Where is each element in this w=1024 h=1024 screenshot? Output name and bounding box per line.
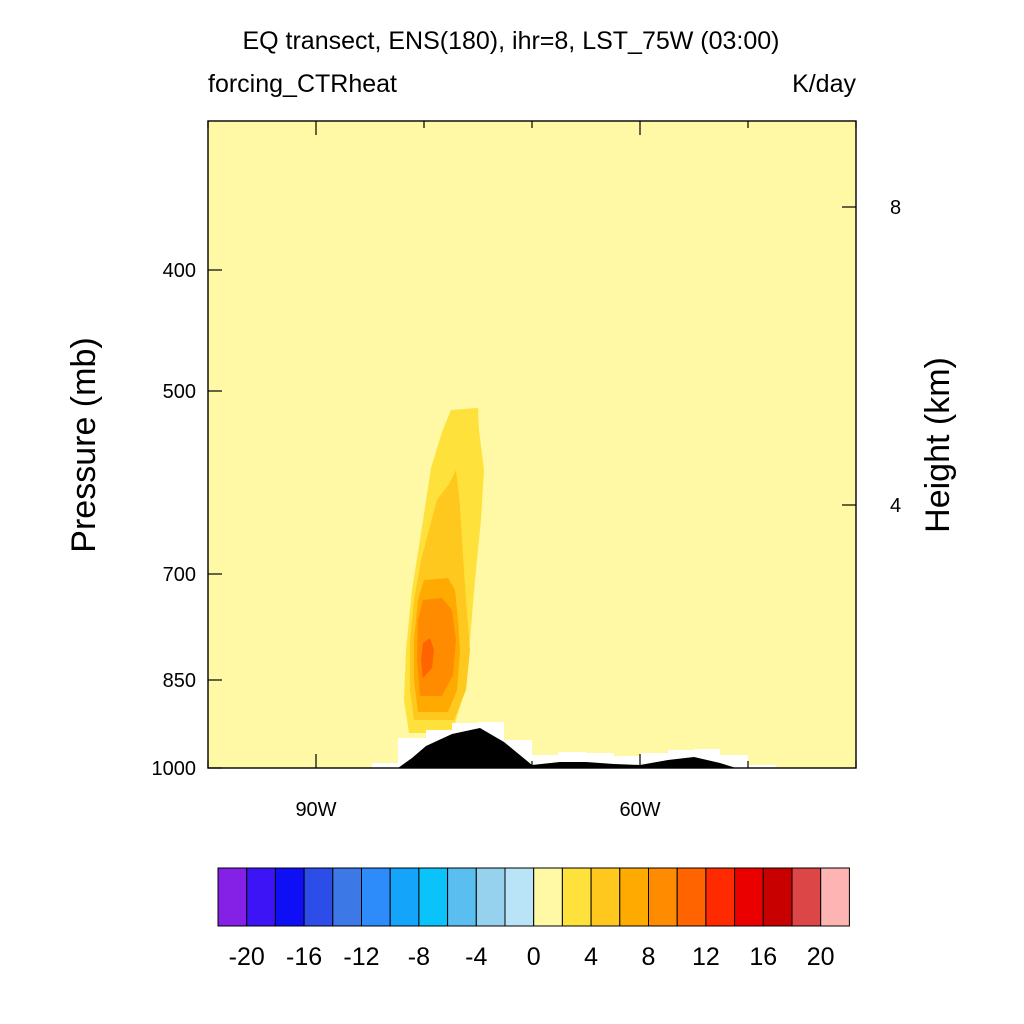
right-string: K/day <box>792 70 856 98</box>
colorbar-label: -8 <box>408 943 430 971</box>
colorbar-label: -20 <box>229 943 265 971</box>
y-tick-label: 400 <box>163 260 196 282</box>
colorbar-label: -12 <box>343 943 379 971</box>
colorbar-box <box>820 867 850 927</box>
y-axis-label: Pressure (mb) <box>65 337 103 552</box>
colorbar-box <box>791 867 822 927</box>
colorbar-box <box>332 867 362 927</box>
colorbar-label: -4 <box>465 943 487 971</box>
chart-title: EQ transect, ENS(180), ihr=8, LST_75W (0… <box>242 27 779 55</box>
x-tick-label: 90W <box>295 799 336 821</box>
colorbar-box <box>504 867 535 927</box>
colorbar-label: 4 <box>584 943 598 971</box>
colorbar-box <box>648 867 678 927</box>
colorbar-box <box>533 867 563 927</box>
y-right-axis-ticks <box>842 206 856 506</box>
colorbar-label: 8 <box>642 943 656 971</box>
colorbar-label: 12 <box>692 943 720 971</box>
colorbar-box <box>590 867 621 927</box>
colorbar-box <box>274 867 305 927</box>
y-right-tick-label: 4 <box>890 495 901 517</box>
y-tick-label: 500 <box>163 381 196 403</box>
colorbar-box <box>676 867 707 927</box>
colorbar-label: -16 <box>286 943 322 971</box>
x-tick-label: 60W <box>619 799 660 821</box>
y-right-tick-label: 8 <box>890 197 901 219</box>
colorbar-box <box>705 867 736 927</box>
y-tick-label: 700 <box>163 564 196 586</box>
y-tick-label: 850 <box>163 670 196 692</box>
y-axis-ticks <box>208 269 222 769</box>
contour-field <box>398 408 484 745</box>
colorbar-box <box>447 867 477 927</box>
colorbar-labels: -20 -16 -12 -8 -4 0 4 8 12 16 20 <box>229 943 835 971</box>
contour-10-12 <box>421 638 434 678</box>
colorbar-box <box>246 867 276 927</box>
colorbar-box <box>619 867 649 927</box>
colorbar-box <box>734 867 764 927</box>
colorbar-box <box>217 867 248 927</box>
colorbar-label: 0 <box>527 943 541 971</box>
y-right-axis-label: Height (km) <box>919 357 957 533</box>
left-string: forcing_CTRheat <box>208 70 397 98</box>
x-axis-ticks <box>207 121 857 768</box>
colorbar-box <box>418 867 449 927</box>
colorbar-box <box>475 867 506 927</box>
colorbar-label: 20 <box>807 943 835 971</box>
colorbar <box>217 867 850 927</box>
colorbar-box <box>303 867 334 927</box>
plot-background <box>208 121 856 768</box>
terrain <box>398 728 736 768</box>
colorbar-box <box>762 867 793 927</box>
colorbar-box <box>561 867 592 927</box>
colorbar-box <box>361 867 391 927</box>
y-tick-label: 1000 <box>152 758 197 780</box>
colorbar-label: 16 <box>749 943 777 971</box>
colorbar-box <box>389 867 420 927</box>
